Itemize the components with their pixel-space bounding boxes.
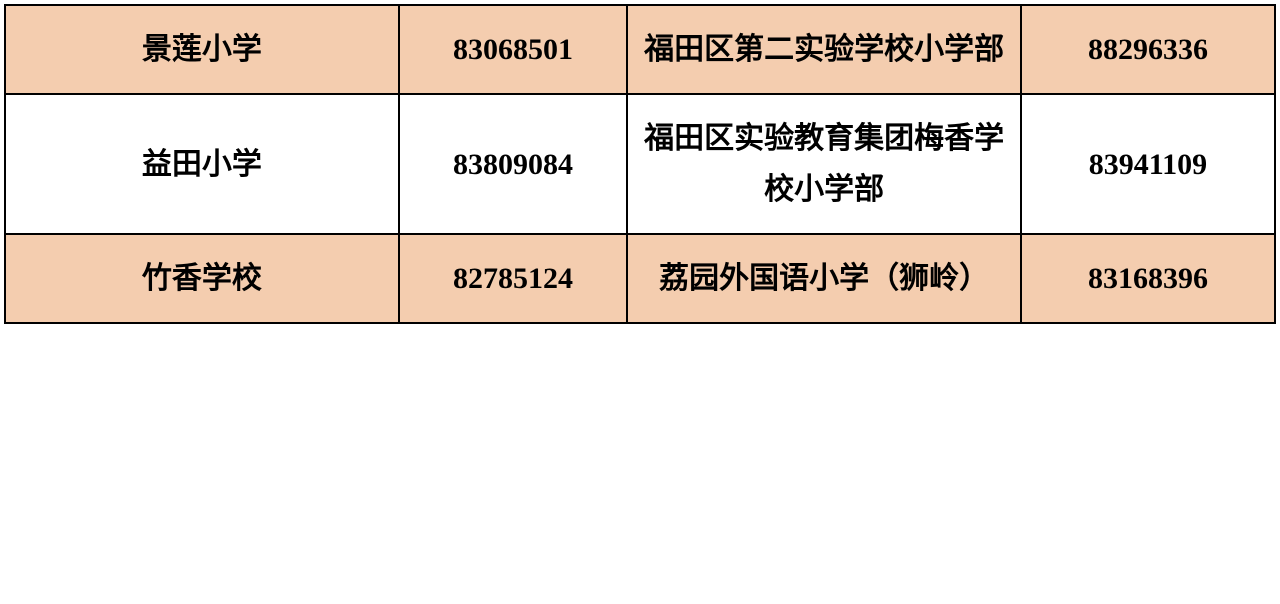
phone-number-cell: 83941109 bbox=[1021, 94, 1275, 234]
school-name-cell: 福田区第二实验学校小学部 bbox=[627, 5, 1021, 94]
phone-number-cell: 88296336 bbox=[1021, 5, 1275, 94]
phone-number-cell: 83068501 bbox=[399, 5, 628, 94]
schools-table-container: 景莲小学 83068501 福田区第二实验学校小学部 88296336 益田小学… bbox=[4, 4, 1276, 324]
school-name-cell: 福田区实验教育集团梅香学校小学部 bbox=[627, 94, 1021, 234]
table-row: 景莲小学 83068501 福田区第二实验学校小学部 88296336 bbox=[5, 5, 1275, 94]
phone-number-cell: 83809084 bbox=[399, 94, 628, 234]
schools-table: 景莲小学 83068501 福田区第二实验学校小学部 88296336 益田小学… bbox=[4, 4, 1276, 324]
school-name-cell: 景莲小学 bbox=[5, 5, 399, 94]
school-name-cell: 竹香学校 bbox=[5, 234, 399, 323]
table-row: 益田小学 83809084 福田区实验教育集团梅香学校小学部 83941109 bbox=[5, 94, 1275, 234]
school-name-cell: 荔园外国语小学（狮岭） bbox=[627, 234, 1021, 323]
table-row: 竹香学校 82785124 荔园外国语小学（狮岭） 83168396 bbox=[5, 234, 1275, 323]
school-name-cell: 益田小学 bbox=[5, 94, 399, 234]
phone-number-cell: 82785124 bbox=[399, 234, 628, 323]
phone-number-cell: 83168396 bbox=[1021, 234, 1275, 323]
